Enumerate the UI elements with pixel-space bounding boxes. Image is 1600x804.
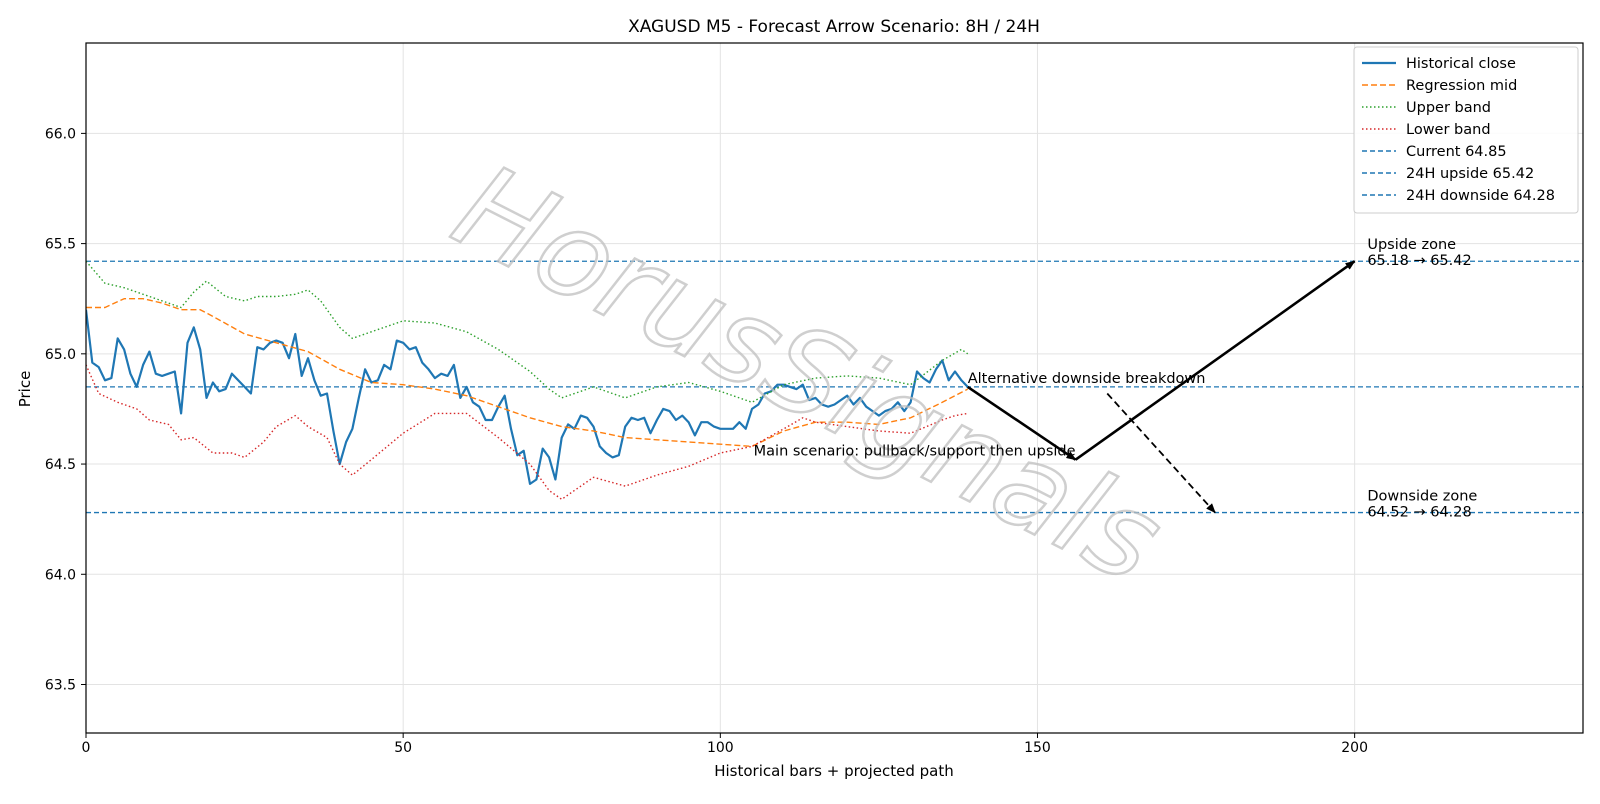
annotation-text: Alternative downside breakdown bbox=[968, 371, 1206, 387]
legend-label: Upper band bbox=[1406, 100, 1491, 116]
x-tick-label: 100 bbox=[707, 740, 734, 756]
series-line bbox=[86, 298, 969, 448]
legend-label: Historical close bbox=[1406, 56, 1516, 72]
chart-title: XAGUSD M5 - Forecast Arrow Scenario: 8H … bbox=[628, 17, 1040, 37]
annotations: Alternative downside breakdown Main scena… bbox=[754, 237, 1478, 520]
legend-box bbox=[1353, 46, 1579, 214]
series-line bbox=[86, 364, 968, 500]
axis-ticks: 0 50 100 150 200 63.5 64.0 64.5 65.0 65.5 66.0 bbox=[45, 126, 1368, 756]
scenario-arrow bbox=[1074, 260, 1356, 461]
annotation-text: Main scenario: pullback/support then ups… bbox=[754, 444, 1076, 460]
y-tick-label: 63.5 bbox=[45, 678, 76, 694]
legend-label: 24H upside 65.42 bbox=[1406, 166, 1534, 182]
y-tick-label: 64.0 bbox=[45, 567, 76, 583]
annotation-line: Upside zone bbox=[1367, 237, 1456, 253]
annotation-line: 65.18 → 65.42 bbox=[1367, 253, 1471, 269]
series-line bbox=[86, 260, 969, 403]
annotation-line: Downside zone bbox=[1367, 489, 1477, 505]
y-axis-label: Price bbox=[16, 371, 34, 408]
legend-label: Regression mid bbox=[1406, 78, 1517, 94]
legend-label: 24H downside 64.28 bbox=[1406, 188, 1555, 204]
y-tick-label: 64.5 bbox=[45, 457, 76, 473]
annotation-line: Main scenario: pullback/support then ups… bbox=[754, 444, 1076, 460]
x-tick-label: 200 bbox=[1341, 740, 1368, 756]
annotation-text: Downside zone 64.52 → 64.28 bbox=[1367, 489, 1477, 521]
x-tick-label: 0 bbox=[82, 740, 91, 756]
series bbox=[86, 260, 969, 500]
x-axis-label: Historical bars + projected path bbox=[714, 762, 954, 780]
legend: Historical close Regression mid Upper band… bbox=[1353, 46, 1579, 214]
annotation-text: Upside zone 65.18 → 65.42 bbox=[1367, 237, 1471, 269]
y-tick-label: 65.5 bbox=[45, 237, 76, 253]
y-tick-label: 66.0 bbox=[45, 126, 76, 142]
scenario-arrow bbox=[966, 385, 1077, 461]
reference-lines bbox=[86, 260, 1583, 514]
legend-label: Lower band bbox=[1406, 122, 1491, 138]
plot-frame bbox=[85, 42, 1584, 734]
y-tick-label: 65.0 bbox=[45, 347, 76, 363]
annotation-line: 64.52 → 64.28 bbox=[1367, 505, 1471, 521]
scenario-arrow bbox=[1106, 392, 1216, 514]
grid bbox=[85, 43, 1583, 733]
annotation-line: Alternative downside breakdown bbox=[968, 371, 1206, 387]
legend-label: Current 64.85 bbox=[1406, 144, 1507, 160]
x-tick-label: 150 bbox=[1024, 740, 1051, 756]
scenario-arrows bbox=[966, 260, 1356, 514]
series-line bbox=[86, 309, 969, 485]
x-tick-label: 50 bbox=[394, 740, 412, 756]
